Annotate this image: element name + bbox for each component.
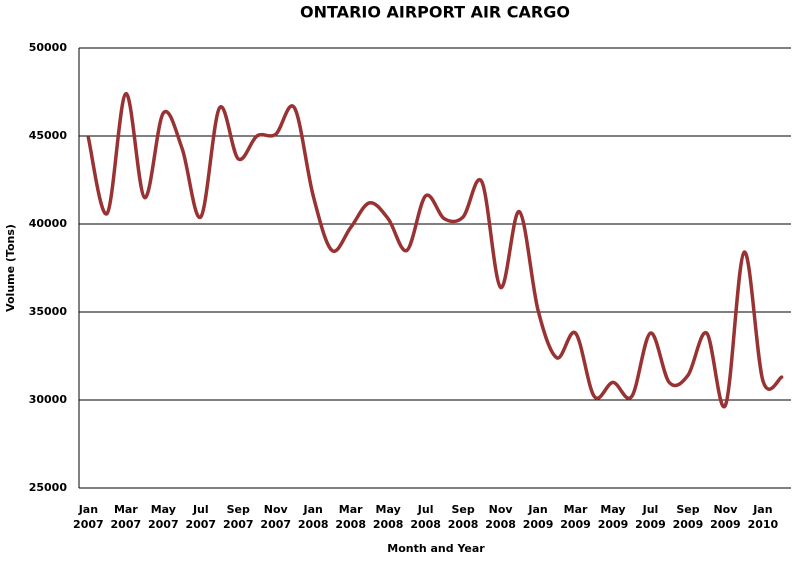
y-tick-label: 45000 bbox=[29, 129, 68, 142]
x-tick-label: Jul 2008 bbox=[410, 503, 441, 531]
x-tick-label: Sep 2008 bbox=[448, 503, 479, 531]
line bbox=[86, 92, 784, 409]
x-tick-label: Jan 2010 bbox=[748, 503, 779, 531]
x-tick-label: Jan 2007 bbox=[73, 503, 104, 531]
x-tick-label: May 2008 bbox=[373, 503, 404, 531]
x-axis-label: Month and Year bbox=[387, 542, 485, 555]
x-tick-label: Sep 2007 bbox=[223, 503, 254, 531]
x-tick-label: Mar 2009 bbox=[560, 503, 591, 531]
x-tick-label: Sep 2009 bbox=[673, 503, 704, 531]
y-tick-label: 25000 bbox=[29, 481, 68, 494]
x-tick-label: Nov 2007 bbox=[260, 503, 291, 531]
x-tick-label: Jul 2009 bbox=[635, 503, 666, 531]
chart-title: ONTARIO AIRPORT AIR CARGO bbox=[300, 3, 570, 22]
x-tick-label: Jan 2009 bbox=[523, 503, 554, 531]
y-axis-label: Volume (Tons) bbox=[4, 224, 17, 312]
x-tick-label: May 2007 bbox=[148, 503, 179, 531]
x-tick-label: Jul 2007 bbox=[185, 503, 216, 531]
x-tick-label: Nov 2008 bbox=[485, 503, 516, 531]
y-tick-label: 35000 bbox=[29, 305, 68, 318]
x-tick-label: May 2009 bbox=[598, 503, 629, 531]
y-tick-label: 40000 bbox=[29, 217, 68, 230]
x-tick-label: Nov 2009 bbox=[710, 503, 741, 531]
y-tick-label: 50000 bbox=[29, 41, 68, 54]
x-tick-label: Mar 2007 bbox=[111, 503, 142, 531]
y-tick-label: 30000 bbox=[29, 393, 68, 406]
x-tick-label: Mar 2008 bbox=[335, 503, 366, 531]
x-tick-label: Jan 2008 bbox=[298, 503, 329, 531]
